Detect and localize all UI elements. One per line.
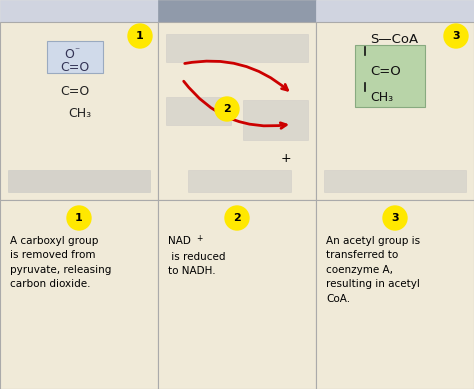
Text: C=O: C=O xyxy=(60,84,90,98)
Circle shape xyxy=(444,24,468,48)
Text: 2: 2 xyxy=(223,104,231,114)
Text: C=O: C=O xyxy=(370,65,401,77)
Bar xyxy=(47,41,103,73)
Text: NAD: NAD xyxy=(168,236,191,246)
Circle shape xyxy=(67,206,91,230)
Bar xyxy=(158,22,316,200)
Text: An acetyl group is
transferred to
coenzyme A,
resulting in acetyl
CoA.: An acetyl group is transferred to coenzy… xyxy=(326,236,420,303)
Text: A carboxyl group
is removed from
pyruvate, releasing
carbon dioxide.: A carboxyl group is removed from pyruvat… xyxy=(10,236,111,289)
Bar xyxy=(158,0,316,22)
Bar xyxy=(188,170,291,192)
Text: O: O xyxy=(64,47,74,61)
Text: ⁻: ⁻ xyxy=(74,46,80,56)
Text: CH₃: CH₃ xyxy=(370,91,393,103)
Circle shape xyxy=(225,206,249,230)
Text: 2: 2 xyxy=(233,213,241,223)
Bar xyxy=(316,0,474,22)
Bar xyxy=(0,0,158,22)
Bar xyxy=(355,45,425,107)
Text: 3: 3 xyxy=(452,31,460,41)
Circle shape xyxy=(383,206,407,230)
Circle shape xyxy=(128,24,152,48)
Bar xyxy=(243,100,308,140)
Bar xyxy=(316,200,474,389)
Text: +: + xyxy=(281,151,292,165)
Bar xyxy=(166,97,231,125)
Bar xyxy=(0,22,158,200)
Bar xyxy=(324,170,466,192)
Text: 3: 3 xyxy=(391,213,399,223)
Text: +: + xyxy=(196,234,202,243)
Text: S—CoA: S—CoA xyxy=(370,33,418,46)
Bar xyxy=(0,200,158,389)
Bar xyxy=(316,22,474,200)
Bar xyxy=(158,200,316,389)
Circle shape xyxy=(215,97,239,121)
Bar xyxy=(8,170,150,192)
Bar xyxy=(166,34,308,62)
Text: 1: 1 xyxy=(75,213,83,223)
Text: CH₃: CH₃ xyxy=(68,107,91,119)
Text: 1: 1 xyxy=(136,31,144,41)
Text: C=O: C=O xyxy=(60,61,90,74)
Text: is reduced
to NADH.: is reduced to NADH. xyxy=(168,252,226,277)
